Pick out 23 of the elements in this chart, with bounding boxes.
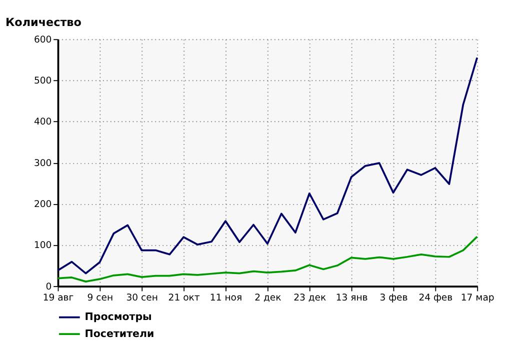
x-tick-label: 2 дек: [254, 292, 282, 304]
x-tick-label: 17 мар: [460, 292, 494, 304]
legend-label: Посетители: [84, 328, 154, 340]
x-tick-label: 21 окт: [168, 292, 200, 304]
y-tick-label: 400: [34, 116, 52, 128]
chart-title: Количество: [6, 16, 82, 30]
y-tick-label: 100: [34, 240, 52, 252]
line-series: [56, 236, 478, 283]
x-tick-label: 19 авг: [42, 292, 74, 304]
y-tick-label: 300: [34, 158, 52, 169]
x-tick-label: 9 сен: [87, 292, 114, 304]
legend-label: Просмотры: [84, 311, 152, 324]
x-tick-label: 3 фев: [380, 292, 408, 304]
x-tick-label: 23 дек: [294, 292, 327, 304]
y-tick-label: 200: [34, 199, 52, 210]
y-tick-label: 0: [46, 281, 52, 292]
line-series: [56, 56, 478, 274]
x-tick-label: 30 сен: [126, 292, 158, 304]
y-tick-label: 500: [34, 76, 52, 87]
x-tick-label: 11 ноя: [210, 292, 242, 304]
y-tick-label: 600: [34, 34, 52, 46]
x-tick-label: 24 фев: [418, 292, 453, 304]
x-tick-label: 13 янв: [336, 292, 368, 304]
